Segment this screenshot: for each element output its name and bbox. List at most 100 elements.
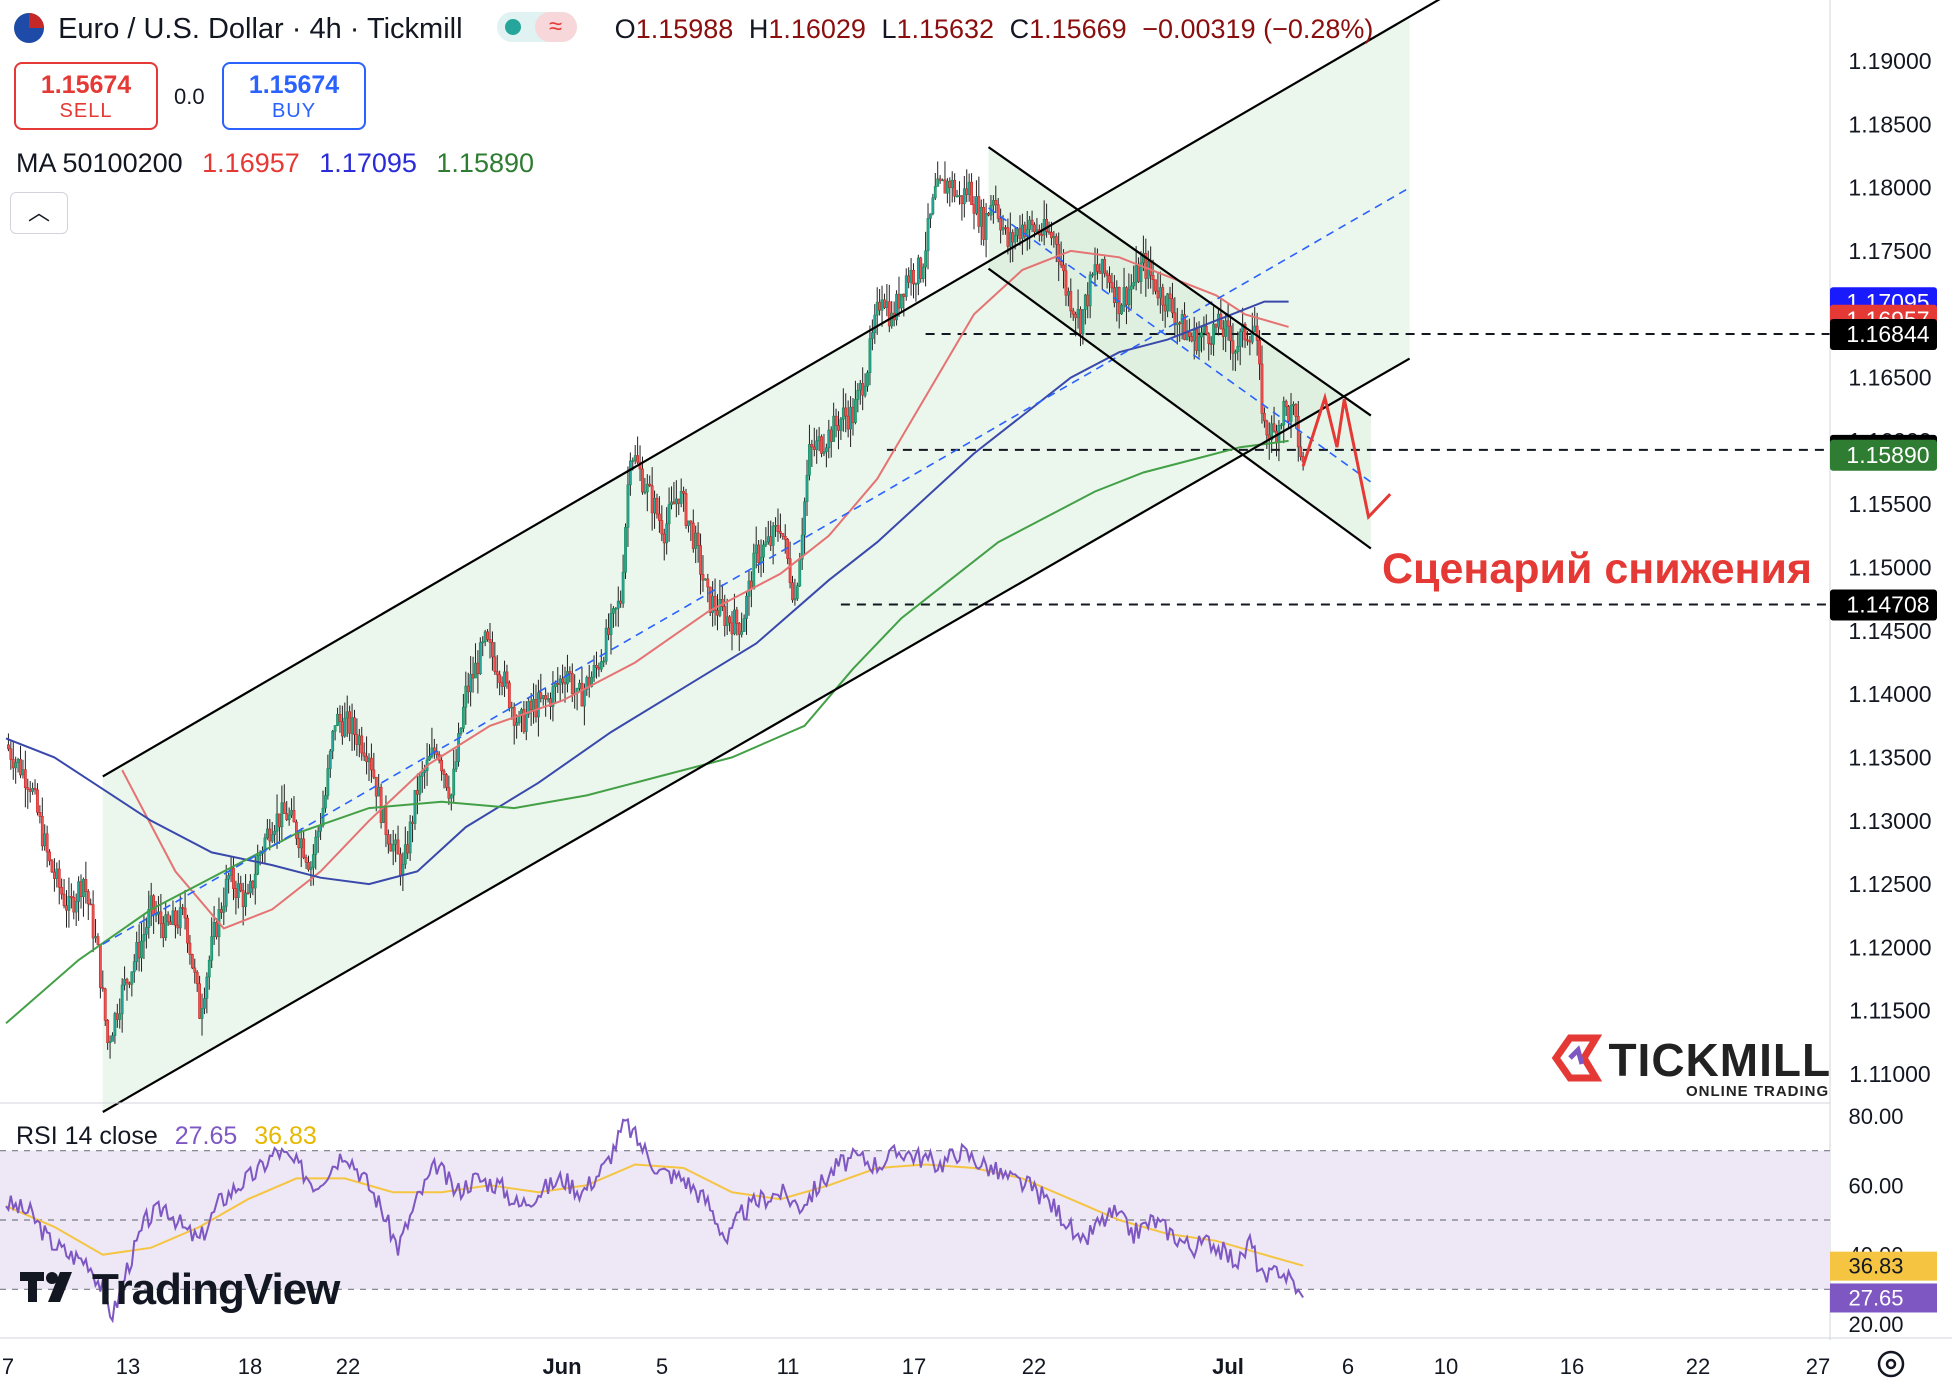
ma100-value: 1.17095	[319, 148, 417, 178]
candle	[491, 631, 494, 671]
rsi-legend[interactable]: RSI 14 close 27.65 36.83	[16, 1122, 317, 1151]
candle	[461, 693, 465, 733]
rsi-tick-label: 80.00	[1848, 1104, 1903, 1129]
candle	[657, 496, 661, 533]
price-label: 1.16844	[1846, 321, 1929, 347]
candle	[50, 858, 54, 873]
candle	[854, 380, 857, 425]
candle	[488, 622, 492, 659]
x-tick-label: Jul	[1212, 1354, 1244, 1379]
candle	[929, 213, 932, 229]
candle	[140, 922, 143, 972]
candle	[282, 784, 286, 814]
candle	[1289, 393, 1293, 438]
candle	[343, 702, 347, 738]
candle	[166, 911, 170, 926]
candle	[1151, 259, 1155, 295]
candle	[493, 642, 497, 675]
sell-button[interactable]: 1.15674 SELL	[14, 62, 158, 130]
candle	[26, 778, 30, 809]
candle	[362, 742, 366, 762]
y-tick-label: 1.18500	[1848, 111, 1931, 137]
candle	[791, 575, 794, 603]
candle	[147, 890, 151, 939]
y-tick-label: 1.13000	[1848, 808, 1931, 834]
candle	[996, 198, 1000, 223]
candle	[33, 779, 37, 795]
candle	[418, 772, 422, 802]
flag-icon	[14, 13, 44, 43]
rsi-value-label-bg	[1830, 1283, 1937, 1313]
y-tick-label: 1.18000	[1848, 175, 1931, 201]
candle	[689, 520, 693, 541]
candle	[561, 664, 565, 694]
candle	[706, 573, 710, 603]
ma200-value: 1.15890	[436, 148, 535, 178]
change-value: −0.00319 (−0.28%)	[1142, 14, 1374, 44]
tickmill-logo-icon	[1548, 1030, 1604, 1086]
candle	[762, 540, 765, 573]
y-tick-label: 1.15500	[1848, 491, 1931, 517]
candle	[292, 796, 296, 823]
candle	[86, 889, 90, 920]
candle	[1279, 423, 1283, 430]
candle	[679, 478, 683, 508]
candle	[793, 578, 797, 606]
candle	[824, 443, 828, 468]
x-tick-label: 7	[2, 1354, 14, 1379]
candle	[304, 854, 308, 869]
candle	[1105, 270, 1109, 289]
candle	[190, 953, 194, 970]
candle	[921, 263, 925, 283]
candle	[1282, 396, 1286, 444]
ma-legend[interactable]: MA 50100200 1.16957 1.17095 1.15890	[16, 148, 534, 179]
candle	[372, 752, 376, 780]
collapse-legend-button[interactable]: ︿	[10, 192, 68, 234]
candle	[200, 993, 204, 1036]
candle	[645, 474, 649, 512]
x-tick-label: 22	[1022, 1354, 1046, 1379]
ascending-channel-lower	[102, 357, 1411, 1113]
x-tick-label: 6	[1342, 1354, 1354, 1379]
y-tick-label: 1.11000	[1849, 1061, 1930, 1087]
candle	[1200, 325, 1203, 353]
candle	[1246, 331, 1249, 346]
y-tick-label: 1.11500	[1849, 998, 1930, 1024]
symbol-title[interactable]: Euro / U.S. Dollar · 4h · Tickmill	[58, 13, 463, 45]
settings-icon[interactable]	[1877, 1350, 1905, 1378]
rsi-tick-label: 20.00	[1848, 1312, 1903, 1337]
candle	[447, 775, 451, 805]
open-value: 1.15988	[635, 14, 734, 44]
price-label-bg	[1830, 589, 1937, 621]
candle	[507, 680, 511, 712]
candle	[1064, 263, 1068, 306]
candle	[74, 893, 78, 926]
candle	[459, 727, 463, 736]
candle	[1284, 399, 1288, 416]
rsi-legend-label: RSI 14 close	[16, 1122, 158, 1150]
candle	[193, 958, 197, 984]
candle	[1236, 331, 1240, 361]
candle	[604, 619, 608, 665]
ma100-line	[5, 300, 1289, 886]
candle	[643, 477, 647, 495]
candle	[912, 263, 915, 299]
candle	[9, 739, 13, 770]
high-value: 1.16029	[768, 14, 866, 44]
candle	[314, 829, 318, 870]
candle	[7, 733, 10, 752]
candle	[919, 256, 923, 283]
candle	[210, 917, 214, 969]
candle	[999, 208, 1003, 244]
candle	[636, 436, 640, 465]
candle	[57, 860, 61, 905]
buy-button[interactable]: 1.15674 BUY	[222, 62, 366, 130]
candle	[1238, 328, 1242, 366]
price-label: 1.14708	[1846, 591, 1929, 617]
market-status-icon[interactable]: ≈	[496, 12, 577, 42]
candle	[832, 402, 836, 442]
rsi-value: 27.65	[174, 1122, 238, 1150]
candle	[324, 787, 327, 813]
price-label-bg	[1830, 319, 1937, 351]
